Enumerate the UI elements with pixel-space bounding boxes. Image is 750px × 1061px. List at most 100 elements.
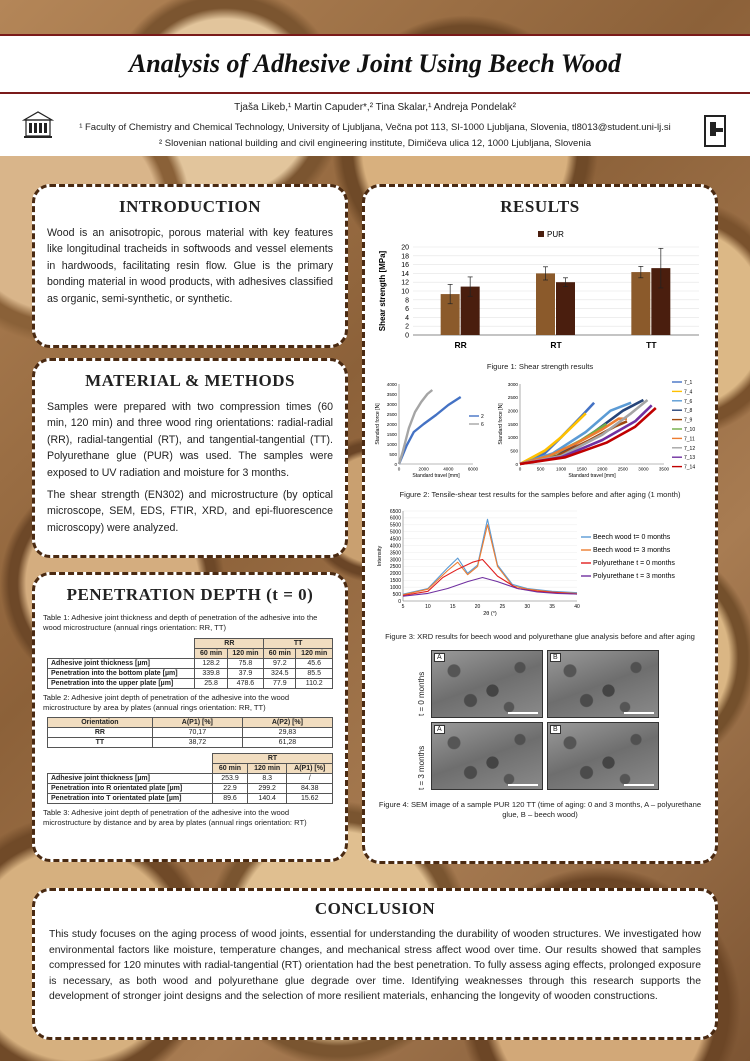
- x-tick-label: 0: [519, 467, 522, 472]
- row-label: Penetration into the bottom plate [µm]: [46, 667, 196, 679]
- cell: 128.2: [194, 657, 228, 669]
- bar: [651, 268, 671, 335]
- legend-label: 7_14: [684, 465, 695, 471]
- y-tick-label: 4: [405, 315, 409, 322]
- bar: [536, 273, 555, 335]
- cell: 97.2: [263, 657, 297, 669]
- y-tick-label: 0: [398, 598, 401, 604]
- legend-label: 2: [481, 414, 484, 420]
- series-line: [402, 523, 578, 595]
- series-line: [520, 407, 657, 466]
- figure1-caption: Figure 1: Shear strength results: [486, 362, 594, 371]
- table1-caption: Table 1: Adhesive joint thickness and de…: [43, 613, 318, 633]
- x-tick-label: 4000: [443, 467, 454, 472]
- table1-group-tt: TT: [263, 637, 333, 649]
- row-label: Adhesive joint thickness [µm]: [46, 773, 214, 784]
- legend-label: 7_13: [684, 455, 695, 461]
- methods-text: Samples were prepared with two compressi…: [47, 399, 333, 536]
- cell: 339.8: [194, 667, 228, 679]
- penetration-panel: PENETRATION DEPTH (t = 0) Table 1: Adhes…: [32, 572, 348, 862]
- methods-paragraph-1: Samples were prepared with two compressi…: [47, 401, 333, 479]
- tensile-shear-chart-after: 0 500 1000 1500 2000 2500 3000 0 500 1000 1500 2000…: [498, 380, 695, 479]
- y-tick-label: 3500: [387, 392, 398, 397]
- legend-label: 7_8: [684, 408, 693, 414]
- bar: [460, 286, 480, 335]
- x-tick-label: TT: [646, 340, 657, 350]
- xrd-chart: 0500100015002000250030003500400045005000…: [377, 508, 675, 617]
- x-tick-label: 3500: [659, 467, 670, 472]
- x-tick-label: 1500: [577, 467, 588, 472]
- sem-grid: A B A B: [431, 649, 659, 790]
- row-label: RR: [47, 727, 153, 738]
- x-tick-label: 30: [525, 604, 531, 610]
- results-heading: RESULTS: [500, 197, 580, 216]
- series-line: [402, 558, 578, 596]
- table-row: Penetration into the upper plate [µm] 25…: [46, 677, 333, 689]
- table2-header: A(P2) [%]: [241, 717, 334, 728]
- cell: 22.9: [212, 783, 248, 794]
- legend-swatch: [538, 231, 544, 237]
- conclusion-text: This study focuses on the aging process …: [49, 927, 701, 1005]
- sem-tag: A: [434, 724, 445, 734]
- y-tick-label: 2500: [387, 412, 398, 417]
- table3: RT 60 min 120 min A(P1) [%] Adhesive joi…: [46, 753, 333, 804]
- cell: 253.9: [212, 773, 248, 784]
- y-tick-label: 5500: [390, 522, 401, 528]
- legend-label: 7_11: [684, 437, 695, 443]
- legend-label: 7_6: [684, 399, 693, 405]
- x-tick-label: 0: [398, 467, 401, 472]
- y-tick-label: 6: [405, 306, 409, 313]
- cell: 70,17: [151, 727, 243, 738]
- methods-panel: MATERIAL & METHODS Samples were prepared…: [32, 358, 348, 558]
- cell: 478.6: [226, 677, 265, 689]
- y-tick-label: 500: [389, 452, 397, 457]
- y-tick-label: 1000: [508, 435, 519, 440]
- conclusion-paragraph: This study focuses on the aging process …: [49, 929, 701, 1003]
- table-row: TT 38,72 61,28: [47, 737, 334, 748]
- cell: 37.9: [226, 667, 265, 679]
- row-label: Penetration into T orientated plate [µm]: [46, 793, 214, 804]
- table-row: RR 70,17 29,83: [47, 727, 334, 738]
- x-axis-label: Standard travel [mm]: [569, 473, 617, 479]
- y-tick-label: 4000: [387, 382, 398, 387]
- table-row: Adhesive joint thickness [µm] 128.2 75.8…: [46, 657, 333, 669]
- cell: 45.6: [295, 657, 333, 669]
- series-line: [402, 518, 578, 595]
- sem-tag: B: [550, 652, 561, 662]
- y-tick-label: 500: [511, 449, 519, 454]
- x-tick-label: RR: [455, 340, 467, 350]
- cell: 15.62: [286, 793, 333, 804]
- table-row: Penetration into T orientated plate [µm]…: [46, 793, 333, 804]
- y-tick-label: 1000: [390, 584, 401, 590]
- sem-row-label: t = 3 months: [417, 745, 426, 790]
- y-tick-label: 1000: [387, 442, 398, 447]
- sem-image: A: [431, 649, 543, 718]
- x-tick-label: RT: [550, 340, 562, 350]
- legend-label: 7_10: [684, 427, 695, 433]
- figure4-caption: Figure 4: SEM image of a sample PUR 120 …: [378, 799, 702, 819]
- institute-logo-icon: [704, 115, 726, 147]
- x-tick-label: 3000: [639, 467, 650, 472]
- y-tick-label: 2000: [508, 409, 519, 414]
- introduction-heading: INTRODUCTION: [118, 197, 262, 216]
- scale-bar: [624, 783, 654, 786]
- x-axis-label: 2θ (°): [483, 611, 497, 617]
- y-tick-label: 6000: [390, 515, 401, 521]
- x-tick-label: 5: [402, 604, 405, 610]
- x-tick-label: 35: [549, 604, 555, 610]
- y-tick-label: 14: [401, 271, 409, 278]
- tensile-shear-chart-before: 0 500 1000 1500 2000 2500 3000 3500 4000 0 2000 400…: [375, 382, 484, 479]
- y-tick-label: 16: [401, 262, 409, 269]
- sem-image: A: [431, 721, 543, 790]
- scale-bar: [508, 783, 538, 786]
- y-axis-label: Intensity: [377, 545, 383, 566]
- legend-label: 7_12: [684, 446, 695, 452]
- table2: Orientation A(P1) [%] A(P2) [%] RR 70,17…: [47, 717, 334, 748]
- table1-time: 60 min: [263, 647, 297, 659]
- sem-image: B: [547, 649, 659, 718]
- y-tick-label: 500: [393, 591, 402, 597]
- row-label: TT: [47, 737, 153, 748]
- figure2-caption: Figure 2: Tensile-shear test results for…: [399, 490, 681, 500]
- series-line: [402, 576, 578, 597]
